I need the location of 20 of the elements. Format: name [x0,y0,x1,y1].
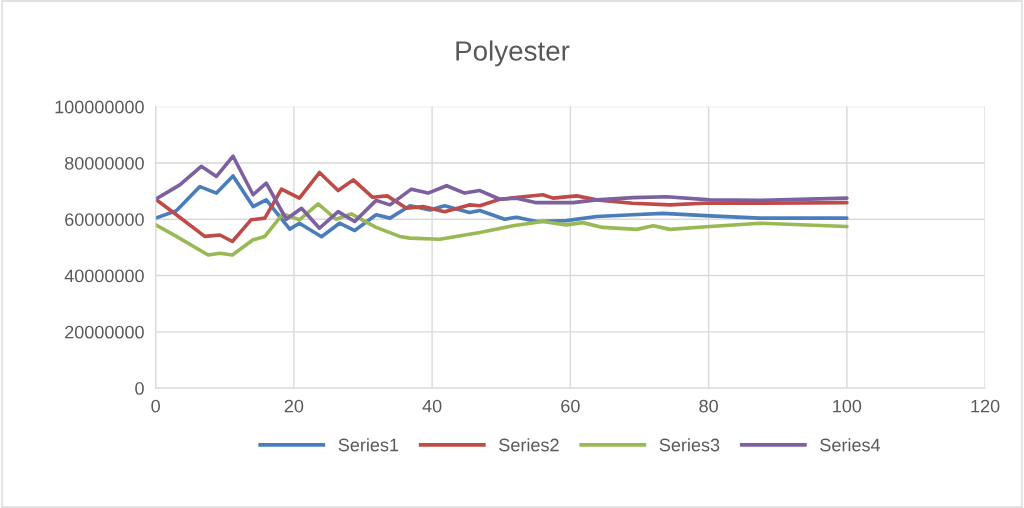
x-tick-label: 20 [284,399,304,413]
x-tick-label: 40 [422,399,442,413]
x-tick-label: 60 [561,399,580,413]
y-tick-label: 40000000 [64,269,144,283]
chart-title: Polyester [456,40,570,67]
legend-label: Series1 [338,438,399,452]
x-tick-label: 120 [971,399,1000,413]
y-tick-label: 60000000 [65,213,144,226]
x-tick-label: 0 [151,399,160,413]
line-series [155,154,849,231]
line-series [155,201,849,257]
y-tick-label: 100000000 [55,100,144,114]
x-tick-label: 80 [699,399,718,413]
x-tick-label: 100 [833,399,862,413]
y-tick-label: 0 [135,382,144,395]
legend-label: Series4 [820,438,881,452]
y-tick-label: 20000000 [65,325,144,339]
legend-label: Series2 [499,438,559,452]
legend-label: Series3 [659,438,720,452]
y-tick-label: 80000000 [65,156,144,170]
